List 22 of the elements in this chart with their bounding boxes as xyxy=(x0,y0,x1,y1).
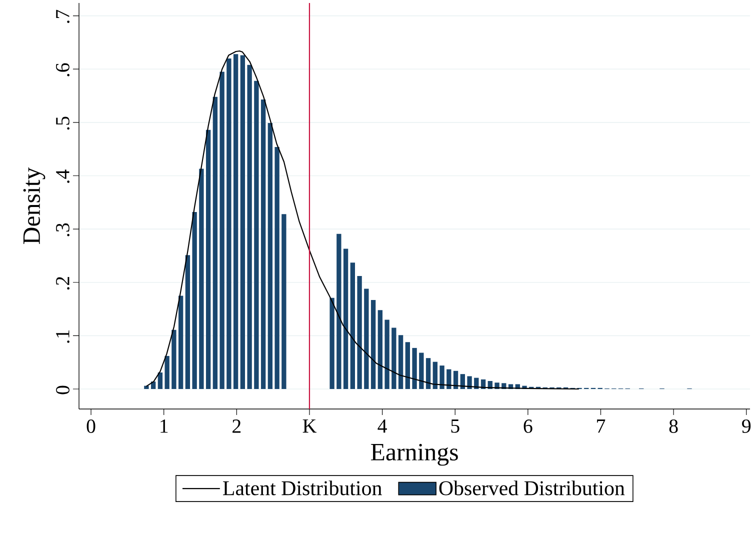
y-tick-label: .6 xyxy=(56,63,70,76)
y-tick-label: .3 xyxy=(56,223,70,236)
x-tick-label: K xyxy=(302,420,316,433)
y-tick-label: .5 xyxy=(56,116,70,130)
x-tick-label: 6 xyxy=(524,420,532,433)
x-tick-label: 0 xyxy=(86,420,96,433)
y-tick-label: .4 xyxy=(56,170,70,183)
x-axis-title: Earnings xyxy=(370,444,458,466)
x-tick-label: 4 xyxy=(378,420,387,433)
x-tick-label: 8 xyxy=(669,420,678,433)
x-tick-label: 1 xyxy=(160,420,168,433)
y-tick-label: 0 xyxy=(56,386,70,394)
y-axis-title: Density xyxy=(23,167,46,244)
y-tick-label: .7 xyxy=(56,10,70,23)
x-tick-label: 2 xyxy=(232,420,241,433)
x-tick-label: 7 xyxy=(597,420,606,433)
legend-label: Observed Distribution xyxy=(439,480,625,496)
x-tick-label: 5 xyxy=(451,420,460,433)
y-tick-label: .2 xyxy=(56,277,70,290)
x-tick-label: 9 xyxy=(742,420,751,433)
y-tick-label: .1 xyxy=(56,330,70,343)
legend-label: Latent Distribution xyxy=(223,480,382,496)
